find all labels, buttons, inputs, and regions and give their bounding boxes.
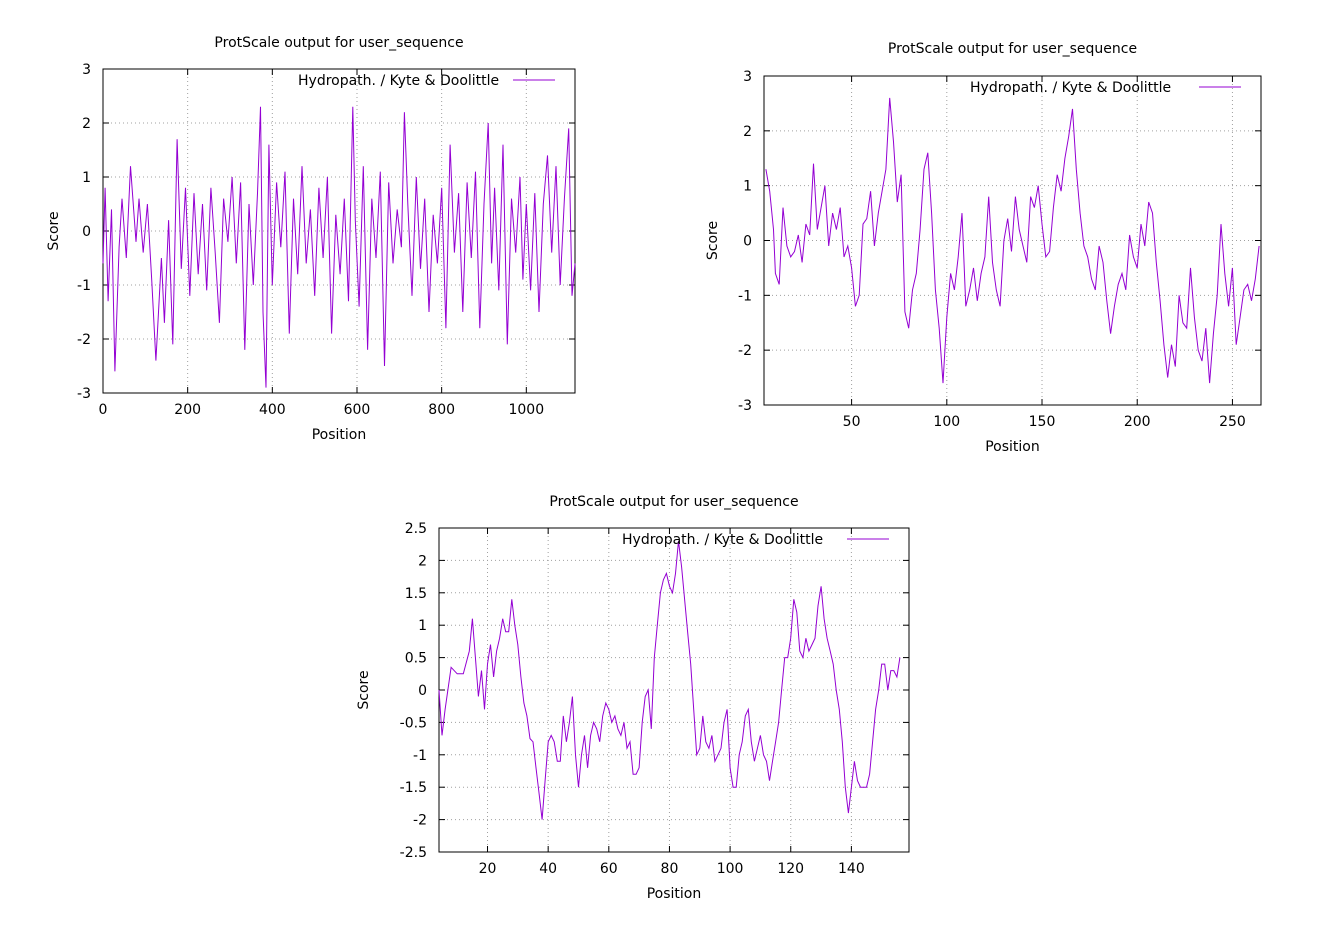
y-tick-label: 0 [82, 224, 91, 240]
y-tick-label: 1 [82, 170, 91, 186]
legend-label: Hydropath. / Kyte & Doolittle [298, 73, 499, 89]
y-tick-label: -1 [413, 748, 427, 764]
y-axis-label: Score [356, 670, 372, 709]
y-tick-label: 0 [418, 683, 427, 699]
legend: Hydropath. / Kyte & Doolittle [622, 532, 889, 548]
chart-svg: 50 100 150 200 250 -3 -2 -1 0 1 2 3 ProtScale output… [705, 41, 1262, 455]
x-tick-label: 140 [838, 861, 865, 877]
y-tick-label: 2.5 [405, 521, 427, 537]
chart-title: ProtScale output for user_sequence [888, 41, 1137, 57]
y-tick-label: 0.5 [405, 651, 427, 667]
x-tick-label: 120 [777, 861, 804, 877]
x-tick-label: 250 [1219, 414, 1246, 430]
y-tick-label: 3 [82, 62, 91, 78]
y-tick-label: 2 [82, 116, 91, 132]
x-axis-label: Position [312, 427, 367, 443]
y-tick-label: -2 [77, 332, 91, 348]
legend-label: Hydropath. / Kyte & Doolittle [622, 532, 823, 548]
y-tick-label: 1 [743, 179, 752, 195]
legend: Hydropath. / Kyte & Doolittle [298, 73, 555, 89]
x-axis-label: Position [985, 439, 1040, 455]
x-tick-label: 100 [933, 414, 960, 430]
x-tick-label: 80 [661, 861, 679, 877]
chart-title: ProtScale output for user_sequence [549, 494, 798, 510]
y-tick-label: 3 [743, 69, 752, 85]
x-tick-label: 100 [717, 861, 744, 877]
x-tick-label: 800 [428, 402, 455, 418]
grid [439, 528, 909, 852]
y-tick-label: -2 [413, 813, 427, 829]
x-tick-label: 600 [344, 402, 371, 418]
x-tick-label: 400 [259, 402, 286, 418]
y-axis-label: Score [46, 211, 62, 250]
series-line [438, 540, 901, 820]
y-tick-label: -3 [738, 398, 752, 414]
x-axis-label: Position [647, 886, 702, 902]
y-tick-label: -2 [738, 343, 752, 359]
x-tick-label: 40 [539, 861, 557, 877]
series-line [765, 97, 1260, 384]
legend-label: Hydropath. / Kyte & Doolittle [970, 80, 1171, 96]
y-tick-label: -1 [738, 288, 752, 304]
chart-svg: 20 40 60 80 100 120 140 -2.5 -2 -1.5 -1 -0.5 0 0.5 1 1.… [356, 494, 910, 902]
x-tick-label: 20 [479, 861, 497, 877]
chart-2: 50 100 150 200 250 -3 -2 -1 0 1 2 3 ProtScale output… [660, 0, 1322, 460]
y-tick-label: -3 [77, 386, 91, 402]
y-tick-label: 0 [743, 234, 752, 250]
y-tick-label: -1.5 [400, 780, 427, 796]
y-axis-label: Score [705, 221, 721, 260]
y-tick-label: 1.5 [405, 586, 427, 602]
chart-3: 20 40 60 80 100 120 140 -2.5 -2 -1.5 -1 -0.5 0 0.5 1 1.… [330, 470, 950, 922]
grid [103, 69, 575, 393]
plot-frame [438, 527, 910, 853]
x-tick-label: 1000 [508, 402, 544, 418]
y-tick-label: 1 [418, 618, 427, 634]
y-tick-label: -2.5 [400, 845, 427, 861]
chart-1: 0 200 400 600 800 1000 -3 -2 -1 0 1 2 3 ProtScale out… [0, 0, 640, 460]
x-tick-label: 200 [174, 402, 201, 418]
legend: Hydropath. / Kyte & Doolittle [970, 80, 1241, 96]
x-tick-label: 0 [99, 402, 108, 418]
series-line [102, 106, 576, 388]
y-tick-label: 2 [743, 124, 752, 140]
chart-svg: 0 200 400 600 800 1000 -3 -2 -1 0 1 2 3 ProtScale out… [46, 35, 576, 443]
y-tick-label: -1 [77, 278, 91, 294]
x-tick-label: 50 [843, 414, 861, 430]
chart-title: ProtScale output for user_sequence [214, 35, 463, 51]
x-tick-label: 200 [1124, 414, 1151, 430]
x-tick-label: 60 [600, 861, 618, 877]
y-tick-label: -0.5 [400, 715, 427, 731]
y-tick-label: 2 [418, 553, 427, 569]
x-tick-label: 150 [1029, 414, 1056, 430]
